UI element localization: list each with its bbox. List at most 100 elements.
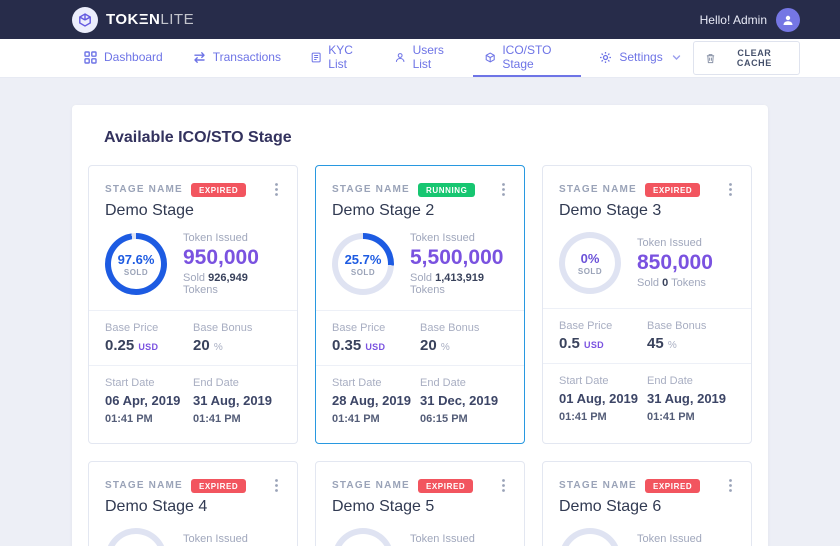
stage-card: STAGE NAME RUNNING Demo Stage 2 25.7% SO… — [315, 165, 525, 444]
brand-logo[interactable]: TOKΞNLITE — [72, 6, 194, 33]
end-time: 06:15 PM — [420, 413, 468, 425]
token-issued-label: Token Issued — [637, 533, 702, 545]
percent-unit: % — [667, 340, 677, 351]
status-badge: EXPIRED — [417, 478, 474, 493]
card-options-menu[interactable] — [499, 181, 508, 198]
usd-unit: USD — [365, 342, 386, 352]
kebab-menu-icon — [275, 183, 278, 196]
end-date-value: 31 Dec, 2019 06:15 PM — [420, 393, 499, 425]
brand-logo-icon — [72, 6, 98, 33]
progress-ring: 0% SOLD — [332, 528, 394, 546]
start-date-label: Start Date — [332, 377, 382, 389]
stage-name: Demo Stage 2 — [332, 202, 435, 219]
clear-cache-button[interactable]: CLEAR CACHE — [692, 41, 800, 75]
nav-item-users-list[interactable]: Users List — [383, 39, 467, 77]
dashboard-icon — [84, 50, 97, 64]
sold-amount: 926,949 — [208, 272, 248, 284]
stage-card: STAGE NAME EXPIRED Demo Stage 97.6% SOLD… — [88, 165, 298, 444]
progress-ring: 0% SOLD — [105, 528, 167, 546]
nav-item-dashboard[interactable]: Dashboard — [72, 39, 175, 77]
nav-item-settings[interactable]: Settings — [587, 39, 692, 77]
nav-label: KYC List — [328, 43, 353, 71]
nav-label: Dashboard — [104, 50, 163, 64]
sold-caption: SOLD — [123, 267, 149, 277]
nav-item-kyc-list[interactable]: KYC List — [299, 39, 377, 77]
greeting-text: Hello! Admin — [699, 12, 767, 27]
base-price-value: 0.5 USD — [559, 335, 604, 352]
stage-name-label: STAGE NAME — [559, 480, 637, 491]
sold-tokens-line: Sold 1,413,919 Tokens — [410, 272, 485, 296]
nav-label: Transactions — [212, 50, 281, 64]
topbar: TOKΞNLITE Hello! Admin — [0, 0, 840, 39]
sold-tokens-line: Sold 0 Tokens — [637, 277, 706, 289]
base-bonus-label: Base Bonus — [193, 322, 253, 334]
start-date-value: 06 Apr, 2019 01:41 PM — [105, 393, 181, 425]
user-avatar[interactable] — [776, 7, 800, 32]
card-options-menu[interactable] — [726, 477, 735, 494]
sold-caption: SOLD — [350, 267, 376, 277]
stage-name: Demo Stage 6 — [559, 498, 662, 515]
trash-icon — [706, 53, 714, 63]
token-issued-value: 5,500,000 — [410, 246, 504, 269]
stage-name: Demo Stage 5 — [332, 498, 435, 515]
base-bonus-value: 20 % — [420, 337, 450, 354]
sold-amount: 0 — [662, 277, 669, 289]
kyc-list-icon — [311, 52, 321, 62]
token-issued-value: 850,000 — [637, 251, 713, 274]
base-price-label: Base Price — [332, 322, 386, 334]
person-icon — [783, 15, 793, 25]
stage-name-label: STAGE NAME — [559, 184, 637, 195]
token-issued-label: Token Issued — [183, 232, 248, 244]
end-date-label: End Date — [193, 377, 239, 389]
users-list-icon — [396, 52, 405, 62]
clear-cache-label: CLEAR CACHE — [736, 48, 772, 68]
base-bonus-label: Base Bonus — [420, 322, 480, 334]
percent-value: 25.7% — [344, 251, 382, 267]
usd-unit: USD — [138, 342, 159, 352]
percent-unit: % — [213, 342, 223, 353]
progress-ring: 0% SOLD — [559, 232, 621, 294]
status-badge: EXPIRED — [190, 182, 247, 197]
token-issued-label: Token Issued — [410, 232, 475, 244]
end-time: 01:41 PM — [193, 413, 241, 425]
stage-card: STAGE NAME EXPIRED Demo Stage 3 0% SOLD … — [542, 165, 752, 444]
base-bonus-label: Base Bonus — [647, 320, 707, 332]
base-price-value: 0.25 USD — [105, 337, 159, 354]
main-nav: Dashboard Transactions KYC List Users Li… — [0, 39, 840, 78]
stage-name: Demo Stage — [105, 202, 194, 219]
card-options-menu[interactable] — [499, 477, 508, 494]
nav-item-ico-sto-stage[interactable]: ICO/STO Stage — [472, 39, 582, 77]
card-options-menu[interactable] — [272, 181, 281, 198]
stage-card: STAGE NAME EXPIRED Demo Stage 4 0% SOLD … — [88, 461, 298, 546]
ico-sto-stage-icon — [485, 52, 495, 62]
kebab-menu-icon — [502, 183, 505, 196]
nav-item-transactions[interactable]: Transactions — [181, 39, 293, 77]
start-date-value: 01 Aug, 2019 01:41 PM — [559, 391, 639, 423]
start-time: 01:41 PM — [332, 413, 380, 425]
end-date-label: End Date — [647, 375, 693, 387]
nav-label: ICO/STO Stage — [502, 43, 552, 71]
usd-unit: USD — [584, 340, 604, 350]
percent-value: 97.6% — [117, 251, 155, 267]
token-issued-value: 950,000 — [183, 246, 259, 269]
card-options-menu[interactable] — [726, 181, 735, 198]
kebab-menu-icon — [729, 183, 732, 196]
status-badge: RUNNING — [417, 182, 476, 197]
base-bonus-value: 20 % — [193, 337, 223, 354]
progress-ring: 25.7% SOLD — [332, 233, 394, 295]
token-issued-label: Token Issued — [183, 533, 248, 545]
token-issued-label: Token Issued — [410, 533, 475, 545]
stage-name-label: STAGE NAME — [332, 184, 410, 195]
base-bonus-value: 45 % — [647, 335, 677, 352]
stage-name-label: STAGE NAME — [332, 480, 410, 491]
sold-caption: SOLD — [577, 266, 603, 276]
nav-label: Users List — [412, 43, 444, 71]
start-time: 01:41 PM — [105, 413, 153, 425]
chevron-down-icon — [672, 54, 680, 60]
end-date-value: 31 Aug, 2019 01:41 PM — [193, 393, 273, 425]
status-badge: EXPIRED — [190, 478, 247, 493]
card-options-menu[interactable] — [272, 477, 281, 494]
start-date-label: Start Date — [105, 377, 155, 389]
kebab-menu-icon — [502, 479, 505, 492]
page-title: Available ICO/STO Stage — [104, 129, 292, 146]
